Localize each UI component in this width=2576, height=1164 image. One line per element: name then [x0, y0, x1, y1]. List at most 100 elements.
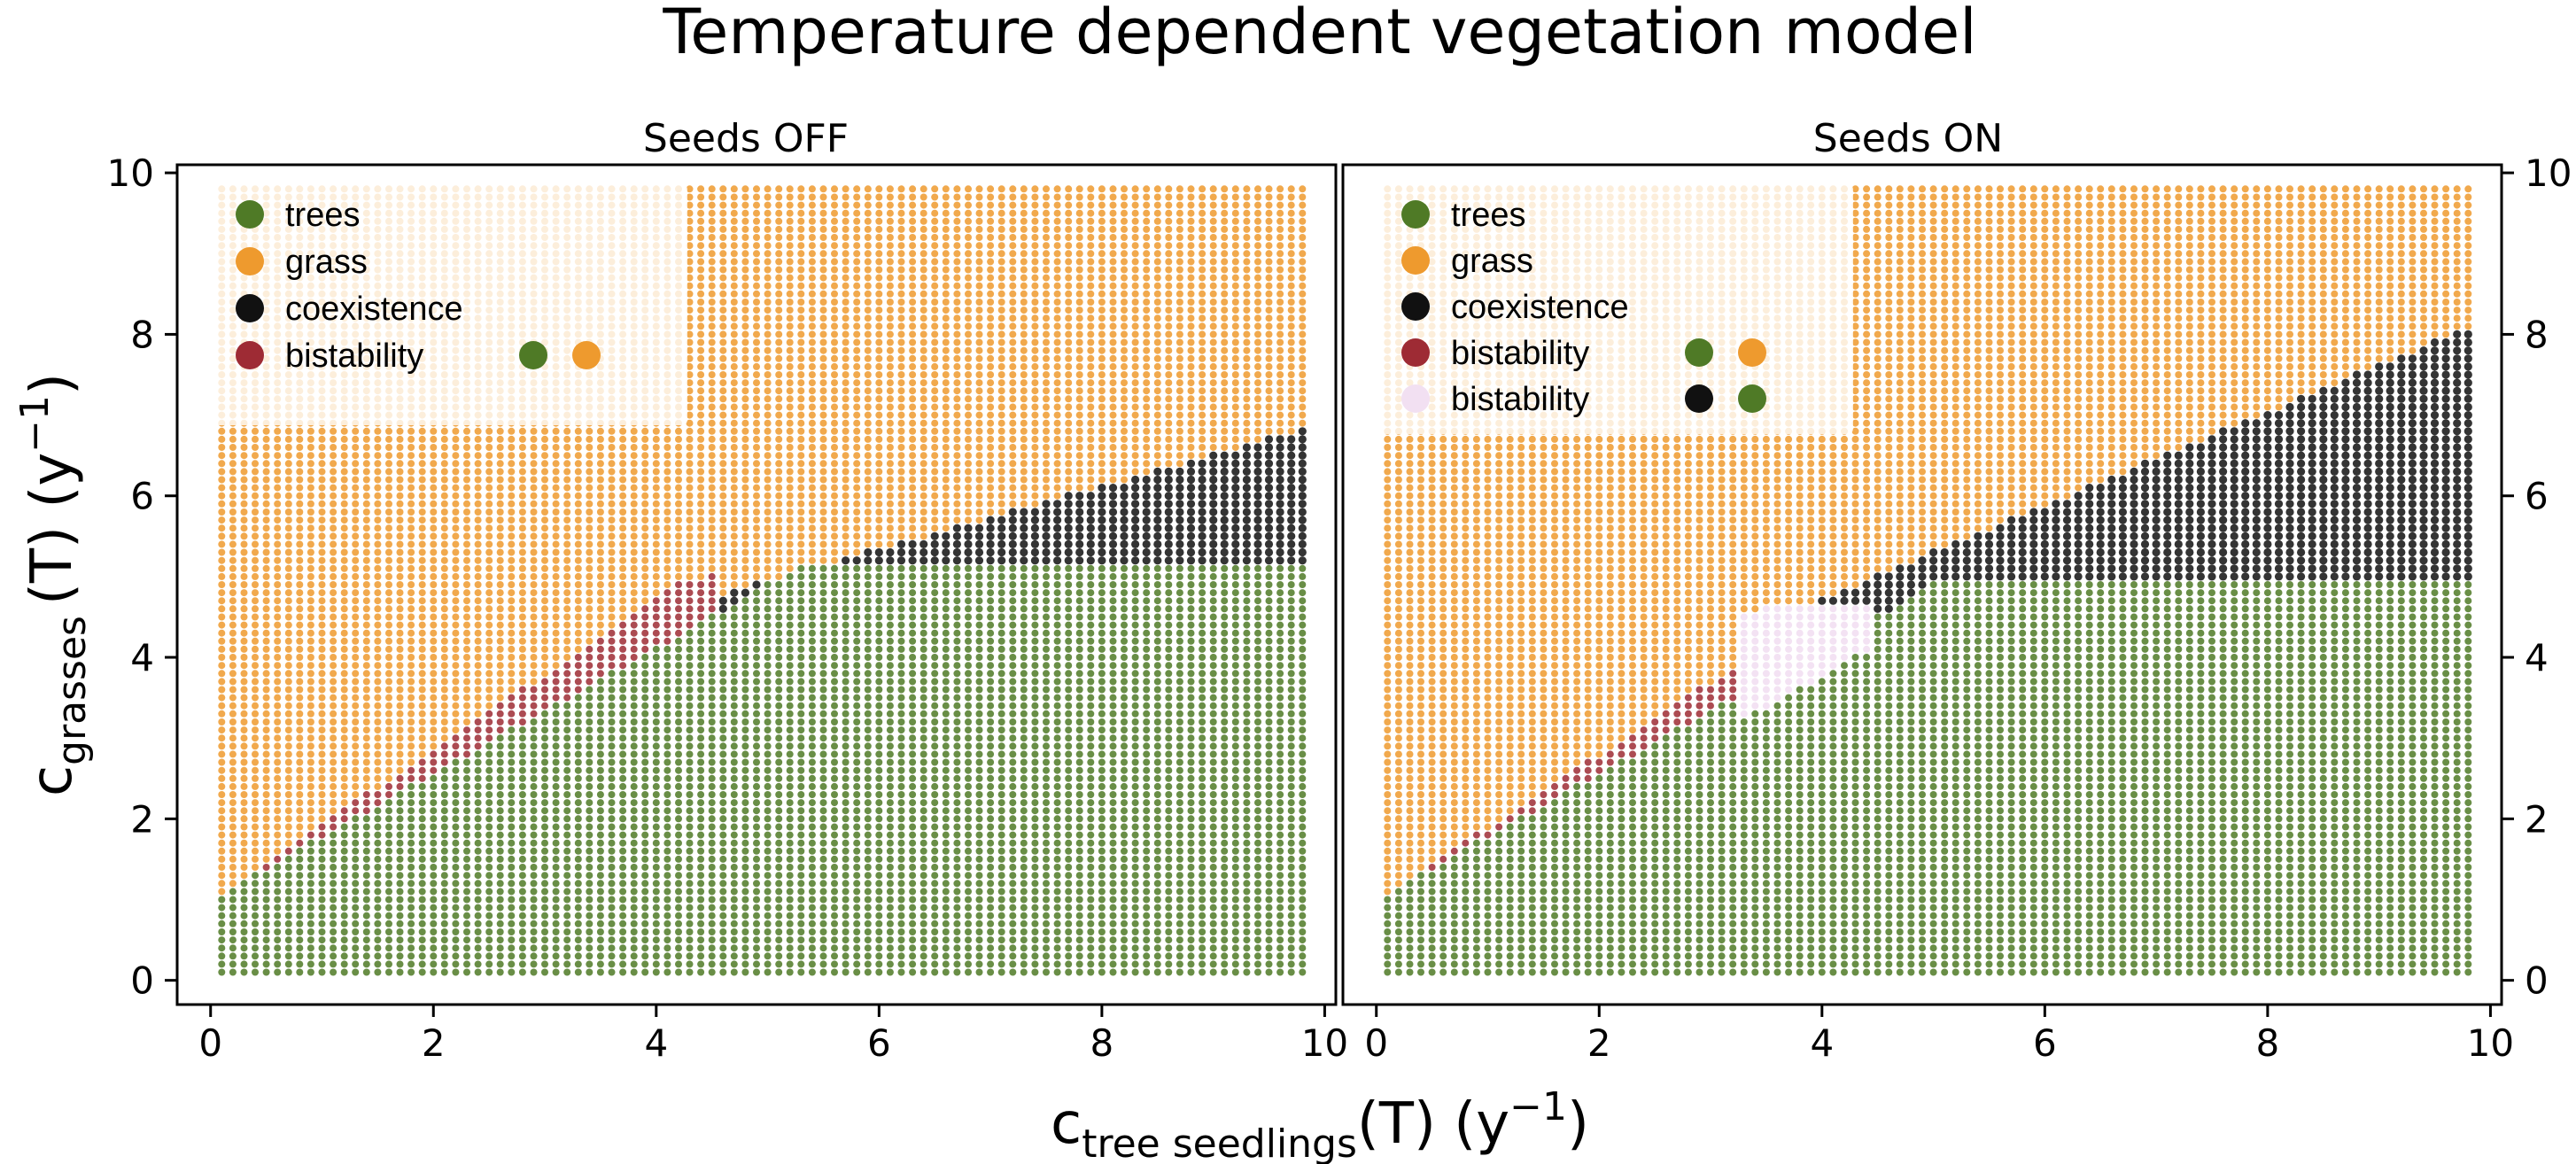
point-grass	[374, 427, 382, 435]
point-grass	[663, 484, 671, 492]
point-grass	[407, 484, 415, 492]
point-grass	[586, 460, 594, 468]
point-trees	[764, 896, 772, 904]
point-grass	[485, 637, 493, 645]
point-grass	[730, 492, 738, 500]
point-grass	[463, 702, 470, 710]
point-grass	[541, 508, 548, 516]
point-trees	[686, 823, 694, 831]
point-grass	[218, 492, 226, 500]
point-grass	[262, 444, 270, 451]
point-grass	[764, 516, 772, 524]
point-grass	[619, 460, 627, 468]
point-trees	[362, 872, 370, 880]
point-grass	[719, 581, 727, 588]
point-trees	[697, 637, 705, 645]
point-grass	[440, 621, 448, 629]
point-grass	[229, 742, 237, 750]
point-grass	[252, 621, 259, 629]
point-trees	[306, 928, 314, 935]
point-trees	[440, 928, 448, 935]
point-trees	[663, 654, 671, 661]
point-grass	[686, 476, 694, 484]
point-trees	[396, 799, 404, 807]
point-trees	[652, 799, 660, 807]
point-grass	[719, 307, 727, 314]
point-trees	[563, 944, 571, 952]
point-trees	[407, 896, 415, 904]
point-grass	[574, 564, 582, 572]
point-trees	[586, 726, 594, 734]
point-grass	[229, 799, 237, 807]
point-grass	[296, 589, 304, 597]
point-grass	[262, 532, 270, 540]
point-trees	[697, 968, 705, 976]
point-grass	[775, 468, 783, 476]
point-trees	[619, 750, 627, 758]
point-grass	[440, 516, 448, 524]
point-trees	[374, 831, 382, 839]
point-trees	[552, 920, 560, 927]
point-grass	[396, 702, 404, 710]
point-grass	[563, 540, 571, 548]
point-grass	[418, 548, 426, 556]
point-grass	[296, 702, 304, 710]
point-grass	[274, 540, 282, 548]
point-trees	[741, 928, 749, 935]
point-trees	[697, 807, 705, 815]
point-trees	[630, 896, 638, 904]
point-grass	[284, 758, 292, 766]
point-grass	[485, 556, 493, 564]
point-grass	[374, 718, 382, 726]
point-trees	[764, 920, 772, 927]
point-grass	[262, 484, 270, 492]
point-trees	[396, 791, 404, 798]
point-grass	[508, 662, 516, 670]
point-grass	[641, 524, 649, 532]
point-trees	[452, 952, 460, 960]
point-trees	[675, 839, 682, 847]
point-trees	[474, 912, 482, 920]
point-grass	[430, 532, 438, 540]
point-trees	[764, 872, 772, 880]
point-trees	[518, 920, 526, 927]
point-trees	[296, 888, 304, 896]
point-grass	[552, 540, 560, 548]
point-trees	[697, 952, 705, 960]
point-grass	[440, 484, 448, 492]
point-grass	[396, 613, 404, 621]
point-grass	[619, 444, 627, 451]
point-grass	[541, 427, 548, 435]
point-trees	[563, 952, 571, 960]
point-grass	[362, 468, 370, 476]
point-grass	[296, 782, 304, 790]
point-grass	[252, 855, 259, 863]
point-grass	[262, 670, 270, 678]
point-trees	[719, 864, 727, 871]
point-trees	[708, 912, 716, 920]
point-trees	[407, 839, 415, 847]
point-trees	[541, 839, 548, 847]
point-trees	[407, 936, 415, 944]
point-trees	[430, 815, 438, 823]
point-grass	[385, 548, 392, 556]
point-grass	[274, 427, 282, 435]
point-trees	[552, 718, 560, 726]
point-trees	[586, 944, 594, 952]
point-grass	[396, 645, 404, 653]
point-trees	[552, 936, 560, 944]
point-grass	[430, 492, 438, 500]
point-grass	[630, 540, 638, 548]
point-grass	[274, 831, 282, 839]
point-trees	[730, 750, 738, 758]
point-trees	[719, 920, 727, 927]
point-trees	[586, 791, 594, 798]
point-bistability_tg	[663, 589, 671, 597]
point-grass	[262, 605, 270, 613]
point-trees	[530, 928, 538, 935]
point-grass	[252, 484, 259, 492]
point-grass	[485, 492, 493, 500]
point-trees	[730, 718, 738, 726]
point-trees	[430, 839, 438, 847]
point-bistability_tg	[496, 726, 504, 734]
